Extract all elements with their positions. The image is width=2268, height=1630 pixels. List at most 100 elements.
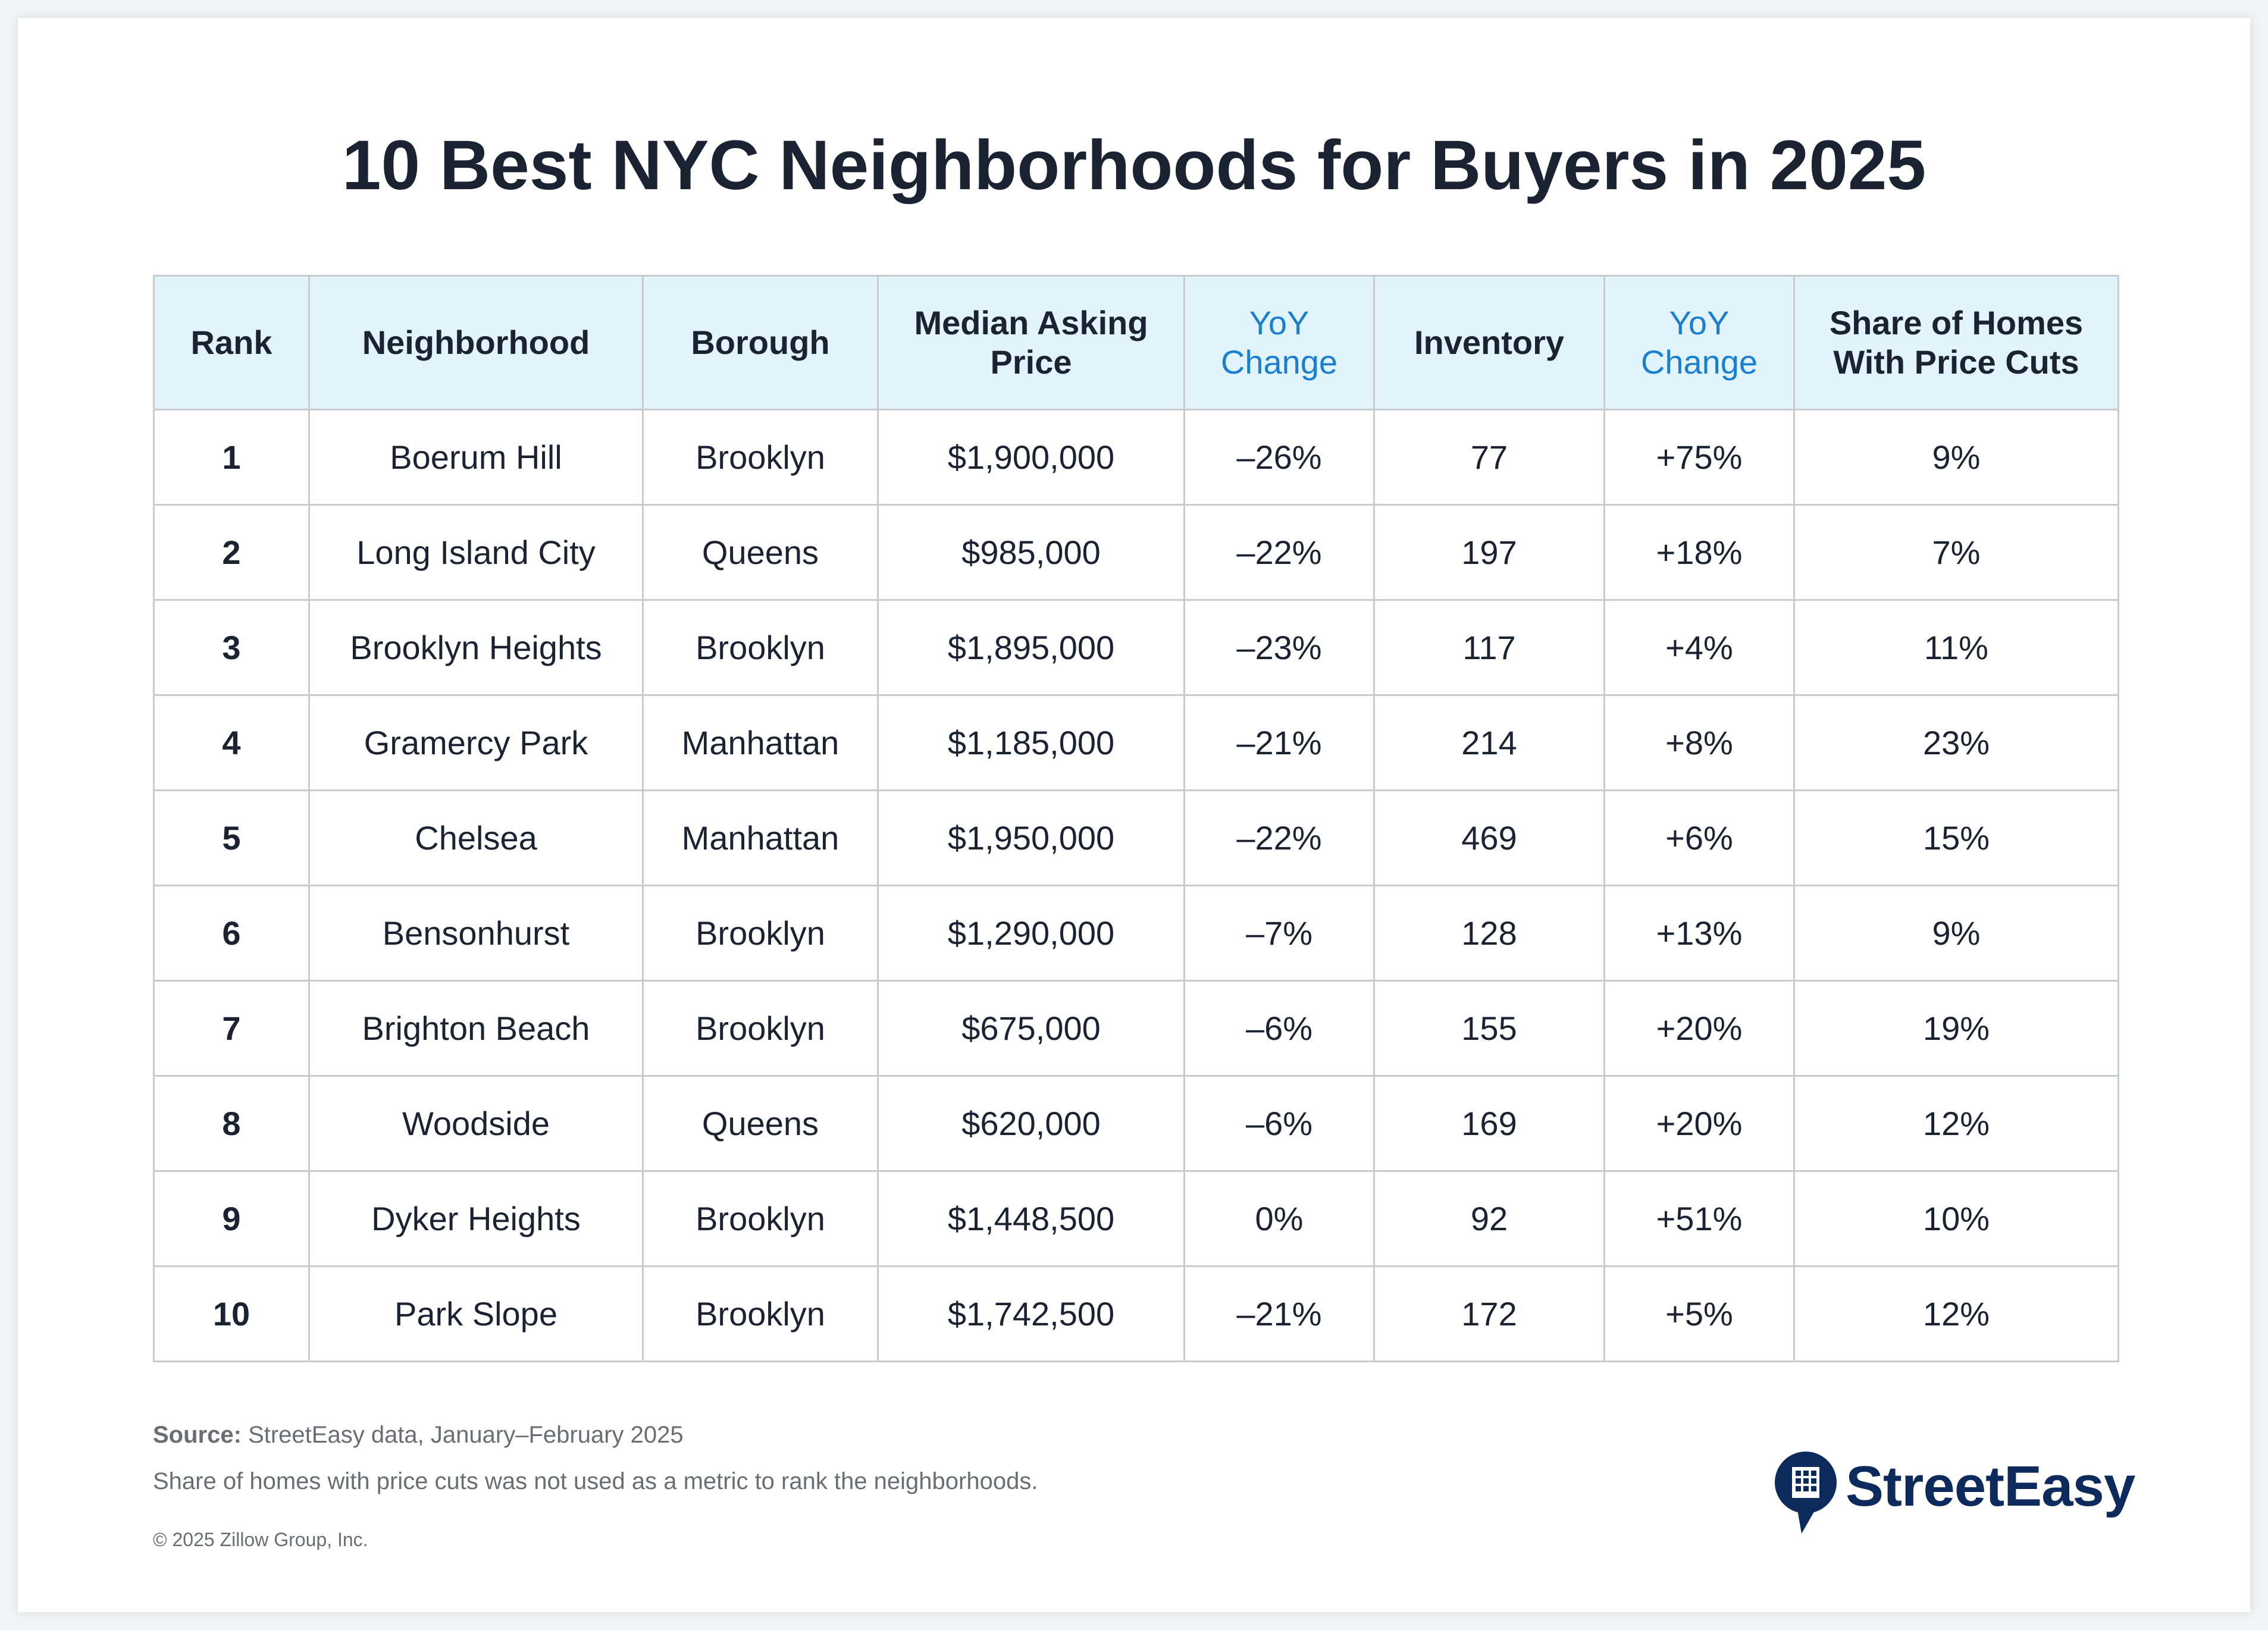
table-cell: 2 <box>153 504 310 601</box>
table-row: 6 Bensonhurst Brooklyn $1,290,000 –7% 128 +13%… <box>153 885 2119 982</box>
table-cell: 469 <box>1373 789 1605 886</box>
table-cell: $1,742,500 <box>877 1265 1185 1362</box>
table-cell: –21% <box>1183 694 1375 791</box>
infographic-card: 10 Best NYC Neighborhoods for Buyers in … <box>18 18 2250 1612</box>
table-cell: $1,185,000 <box>877 694 1185 791</box>
column-header: YoY Change <box>1183 275 1375 410</box>
column-header: Neighborhood <box>308 275 644 410</box>
table-cell: 10% <box>1793 1170 2119 1267</box>
table-cell: 172 <box>1373 1265 1605 1362</box>
streeteasy-logo: StreetEasy <box>1773 1447 2135 1536</box>
table-cell: Long Island City <box>308 504 644 601</box>
table-cell: +18% <box>1603 504 1795 601</box>
building-chat-bubble-icon <box>1775 1452 1837 1534</box>
table-cell: Brooklyn <box>642 599 879 696</box>
table-row: 8 Woodside Queens $620,000 –6% 169 +20% 12% <box>153 1075 2119 1172</box>
table-row: 5 Chelsea Manhattan $1,950,000 –22% 469 +6% 15% <box>153 789 2119 886</box>
logo-wordmark: StreetEasy <box>1846 1455 2135 1518</box>
table-cell: 128 <box>1373 885 1605 982</box>
table-row: 2 Long Island City Queens $985,000 –22% 197 +1… <box>153 504 2119 601</box>
table-row: 10 Park Slope Brooklyn $1,742,500 –21% 172 +5%… <box>153 1265 2119 1362</box>
table-cell: 117 <box>1373 599 1605 696</box>
table-cell: +4% <box>1603 599 1795 696</box>
table-cell: 169 <box>1373 1075 1605 1172</box>
copyright: © 2025 Zillow Group, Inc. <box>153 1529 368 1550</box>
table-row: 4 Gramercy Park Manhattan $1,185,000 –21% 214… <box>153 694 2119 791</box>
column-header: Inventory <box>1373 275 1605 410</box>
source-line: Source: StreetEasy data, January–Februar… <box>153 1422 684 1449</box>
column-header: Borough <box>642 275 879 410</box>
table-cell: Brooklyn <box>642 1265 879 1362</box>
source-text: StreetEasy data, January–February 2025 <box>248 1422 684 1448</box>
table-cell: +20% <box>1603 1075 1795 1172</box>
column-header: Median Asking Price <box>877 275 1185 410</box>
table-cell: +75% <box>1603 409 1795 506</box>
table-cell: 7 <box>153 980 310 1077</box>
table-row: 1 Boerum Hill Brooklyn $1,900,000 –26% 77 +75%… <box>153 409 2119 506</box>
table-cell: 19% <box>1793 980 2119 1077</box>
table-row: 3 Brooklyn Heights Brooklyn $1,895,000 –23% 1… <box>153 599 2119 696</box>
table-cell: +51% <box>1603 1170 1795 1267</box>
neighborhood-table: Rank Neighborhood Borough Median Asking Pri… <box>153 275 2119 1362</box>
table-cell: Queens <box>642 1075 879 1172</box>
table-cell: 10 <box>153 1265 310 1362</box>
table-cell: Queens <box>642 504 879 601</box>
table-body: 1 Boerum Hill Brooklyn $1,900,000 –26% 77 +75%… <box>153 409 2119 1362</box>
table-cell: 77 <box>1373 409 1605 506</box>
table-cell: 15% <box>1793 789 2119 886</box>
table-cell: +8% <box>1603 694 1795 791</box>
table-cell: Park Slope <box>308 1265 644 1362</box>
table-cell: –22% <box>1183 504 1375 601</box>
column-header: Share of Homes With Price Cuts <box>1793 275 2119 410</box>
table-cell: +13% <box>1603 885 1795 982</box>
table-cell: –22% <box>1183 789 1375 886</box>
column-header: Rank <box>153 275 310 410</box>
table-cell: 8 <box>153 1075 310 1172</box>
table-cell: Manhattan <box>642 694 879 791</box>
table-cell: 1 <box>153 409 310 506</box>
table-cell: –6% <box>1183 980 1375 1077</box>
table-cell: $1,900,000 <box>877 409 1185 506</box>
table-cell: 3 <box>153 599 310 696</box>
table-cell: –26% <box>1183 409 1375 506</box>
table-cell: –23% <box>1183 599 1375 696</box>
table-cell: Bensonhurst <box>308 885 644 982</box>
table-cell: 12% <box>1793 1265 2119 1362</box>
ranking-note: Share of homes with price cuts was not u… <box>153 1468 1038 1494</box>
table-cell: $1,950,000 <box>877 789 1185 886</box>
table-cell: +6% <box>1603 789 1795 886</box>
table-row: 7 Brighton Beach Brooklyn $675,000 –6% 155 +20… <box>153 980 2119 1077</box>
table-cell: Brooklyn <box>642 409 879 506</box>
table-cell: 0% <box>1183 1170 1375 1267</box>
column-header: YoY Change <box>1603 275 1795 410</box>
table-cell: $985,000 <box>877 504 1185 601</box>
table-cell: $675,000 <box>877 980 1185 1077</box>
table-cell: Brooklyn <box>642 1170 879 1267</box>
table-cell: 197 <box>1373 504 1605 601</box>
table-cell: $1,448,500 <box>877 1170 1185 1267</box>
table-cell: 155 <box>1373 980 1605 1077</box>
table-cell: Dyker Heights <box>308 1170 644 1267</box>
table-cell: $1,290,000 <box>877 885 1185 982</box>
table-cell: 5 <box>153 789 310 886</box>
table-cell: Brooklyn <box>642 885 879 982</box>
table-cell: +20% <box>1603 980 1795 1077</box>
table-cell: +5% <box>1603 1265 1795 1362</box>
table-cell: 11% <box>1793 599 2119 696</box>
table-cell: –21% <box>1183 1265 1375 1362</box>
table-cell: 23% <box>1793 694 2119 791</box>
table-header-row: Rank Neighborhood Borough Median Asking Pri… <box>153 275 2119 410</box>
table-cell: Brooklyn <box>642 980 879 1077</box>
table-cell: 9% <box>1793 409 2119 506</box>
table-cell: Brighton Beach <box>308 980 644 1077</box>
table-cell: Boerum Hill <box>308 409 644 506</box>
table-cell: Manhattan <box>642 789 879 886</box>
table-cell: Woodside <box>308 1075 644 1172</box>
table-cell: 9 <box>153 1170 310 1267</box>
table-cell: 7% <box>1793 504 2119 601</box>
table-cell: 4 <box>153 694 310 791</box>
table-cell: $1,895,000 <box>877 599 1185 696</box>
table-cell: 6 <box>153 885 310 982</box>
table-cell: Brooklyn Heights <box>308 599 644 696</box>
source-label: Source: <box>153 1422 242 1448</box>
